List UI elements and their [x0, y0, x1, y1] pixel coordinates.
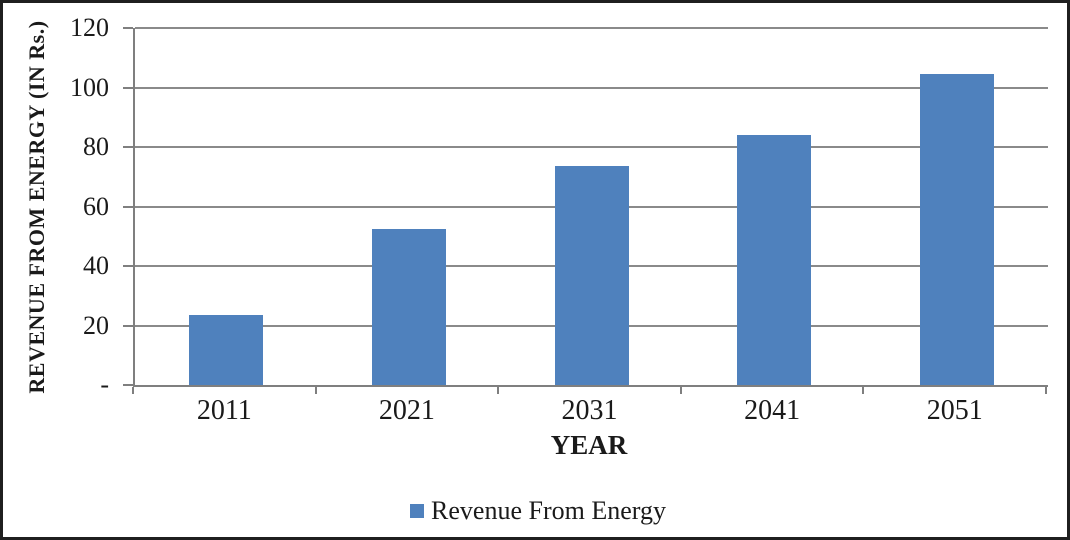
y-tick-mark-80: [123, 146, 133, 148]
legend: Revenue From Energy: [3, 495, 1067, 527]
x-tick-mark-2: [497, 387, 500, 394]
bar-2051: [919, 74, 994, 385]
y-tick-mark-60: [123, 205, 133, 208]
y-tick-mark-100: [123, 86, 133, 89]
y-tick-mark-0: [123, 384, 133, 386]
y-tick-label-20: 20: [83, 310, 109, 340]
y-tick-mark-20: [123, 324, 133, 327]
gridline-80: [135, 146, 1048, 148]
gridline-100: [135, 86, 1048, 89]
y-tick-label-80: 80: [83, 132, 109, 161]
y-tick-mark-40: [123, 265, 133, 267]
x-tick-label-2041: 2041: [744, 395, 801, 426]
plot-area: [133, 27, 1048, 387]
y-tick-mark-120: [123, 27, 133, 29]
y-tick-label-0: -: [100, 370, 109, 399]
x-axis-title: YEAR: [550, 430, 628, 460]
x-tick-label-2031: 2031: [561, 395, 618, 426]
legend-swatch-icon: [410, 504, 425, 518]
bar-2041: [737, 135, 812, 385]
y-tick-label-100: 100: [70, 72, 109, 102]
legend-label: Revenue From Energy: [431, 496, 666, 525]
x-tick-mark-3: [679, 387, 682, 394]
bar-2021: [371, 228, 446, 385]
x-tick-mark-0: [132, 387, 134, 394]
y-tick-label-60: 60: [83, 191, 109, 221]
x-tick-label-2011: 2011: [196, 395, 252, 426]
y-tick-label-120: 120: [70, 13, 109, 42]
x-tick-label-2021: 2021: [378, 395, 435, 426]
x-tick-mark-5: [1045, 387, 1047, 394]
y-tick-label-40: 40: [83, 251, 109, 280]
bar-2031: [554, 166, 629, 385]
bar-2011: [189, 315, 264, 385]
gridline-120: [135, 27, 1048, 29]
x-tick-mark-4: [862, 387, 865, 394]
x-tick-label-2051: 2051: [926, 395, 983, 426]
x-tick-mark-1: [314, 387, 317, 394]
